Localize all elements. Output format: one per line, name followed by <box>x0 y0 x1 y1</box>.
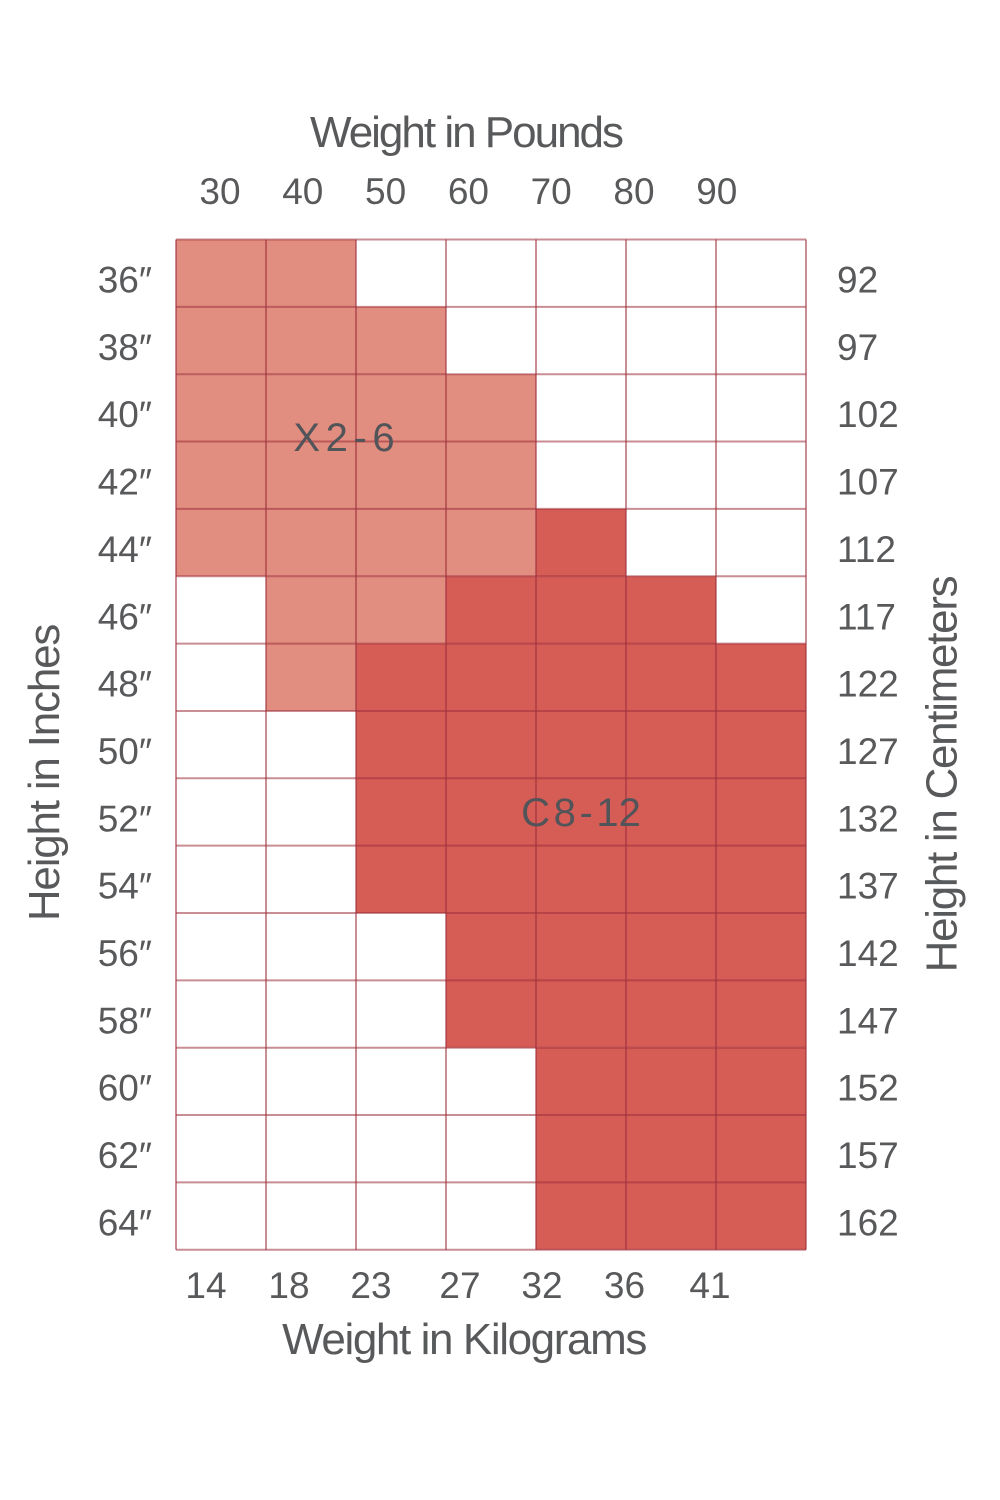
svg-text:C 8 - 12: C 8 - 12 <box>521 791 641 835</box>
svg-text:Weight in Kilograms: Weight in Kilograms <box>282 1315 646 1364</box>
svg-text:112: 112 <box>837 529 896 570</box>
svg-text:92: 92 <box>837 260 878 301</box>
svg-text:27: 27 <box>439 1265 480 1306</box>
svg-text:90: 90 <box>696 171 737 212</box>
svg-text:56″: 56″ <box>98 933 152 974</box>
svg-text:50: 50 <box>365 171 406 212</box>
svg-text:162: 162 <box>837 1202 899 1243</box>
svg-text:107: 107 <box>837 462 899 503</box>
svg-text:Height in Centimeters: Height in Centimeters <box>918 576 967 972</box>
svg-text:137: 137 <box>837 866 899 907</box>
svg-text:50″: 50″ <box>98 731 152 772</box>
svg-text:157: 157 <box>837 1135 899 1176</box>
svg-text:60″: 60″ <box>98 1068 152 1109</box>
svg-text:127: 127 <box>837 731 899 772</box>
svg-text:80: 80 <box>613 171 654 212</box>
svg-text:60: 60 <box>448 171 489 212</box>
svg-text:62″: 62″ <box>98 1135 152 1176</box>
svg-text:40: 40 <box>282 171 323 212</box>
svg-text:122: 122 <box>837 664 899 705</box>
svg-text:30: 30 <box>199 171 240 212</box>
svg-text:14: 14 <box>185 1265 226 1306</box>
svg-text:102: 102 <box>837 394 899 435</box>
svg-text:X 2 - 6: X 2 - 6 <box>293 416 394 460</box>
svg-text:64″: 64″ <box>98 1202 152 1243</box>
svg-text:41: 41 <box>689 1265 730 1306</box>
svg-text:38″: 38″ <box>98 327 152 368</box>
svg-text:44″: 44″ <box>98 529 152 570</box>
svg-text:36″: 36″ <box>98 260 152 301</box>
svg-text:48″: 48″ <box>98 664 152 705</box>
svg-text:36: 36 <box>604 1265 645 1306</box>
svg-text:97: 97 <box>837 327 878 368</box>
svg-text:117: 117 <box>837 596 896 637</box>
svg-text:Height in Inches: Height in Inches <box>20 625 69 922</box>
svg-text:23: 23 <box>350 1265 391 1306</box>
svg-text:70: 70 <box>531 171 572 212</box>
svg-text:132: 132 <box>837 798 899 839</box>
svg-text:18: 18 <box>268 1265 309 1306</box>
svg-text:Weight in Pounds: Weight in Pounds <box>310 108 623 157</box>
svg-text:152: 152 <box>837 1068 899 1109</box>
svg-text:58″: 58″ <box>98 1000 152 1041</box>
svg-text:142: 142 <box>837 933 899 974</box>
svg-text:42″: 42″ <box>98 462 152 503</box>
svg-text:147: 147 <box>837 1000 899 1041</box>
svg-text:40″: 40″ <box>98 394 152 435</box>
svg-text:54″: 54″ <box>98 866 152 907</box>
svg-text:46″: 46″ <box>98 596 152 637</box>
svg-text:32: 32 <box>521 1265 562 1306</box>
svg-text:52″: 52″ <box>98 798 152 839</box>
